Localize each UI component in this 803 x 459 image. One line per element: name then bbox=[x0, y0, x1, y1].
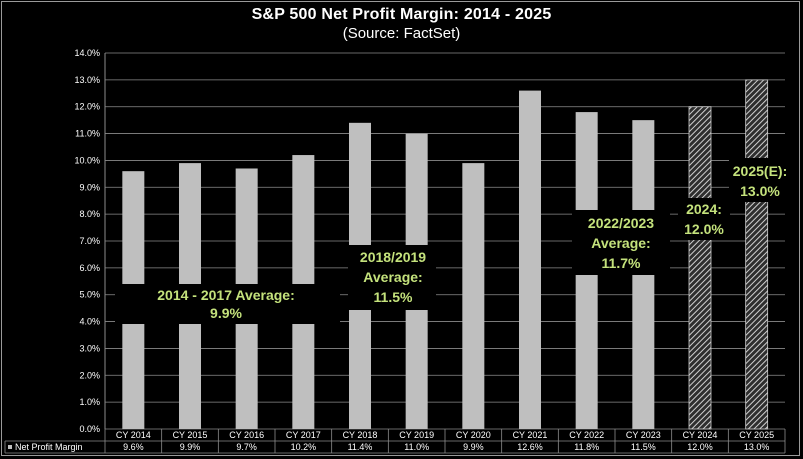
y-tick-label: 12.0% bbox=[74, 102, 100, 112]
table-value: 11.4% bbox=[348, 442, 373, 452]
annotation-2018-2019-line2: Average: bbox=[363, 269, 422, 285]
annotation-backgrounds bbox=[115, 158, 791, 324]
x-tick-label: CY 2022 bbox=[569, 430, 604, 440]
table-value: 11.0% bbox=[404, 442, 429, 452]
legend-key-icon bbox=[8, 445, 12, 449]
annotation-bg-4 bbox=[678, 198, 730, 240]
y-tick-label: 9.0% bbox=[79, 182, 100, 192]
y-tick-label: 0.0% bbox=[79, 424, 100, 434]
y-tick-label: 3.0% bbox=[79, 343, 100, 353]
annotation-bg-5 bbox=[729, 158, 791, 202]
table-value: 11.5% bbox=[631, 442, 656, 452]
gridlines bbox=[105, 52, 785, 430]
chart-subtitle: (Source: FactSet) bbox=[342, 25, 461, 42]
annotation-2022-2023-line1: 2022/2023 bbox=[588, 215, 654, 231]
annotation-2024-line2: 12.0% bbox=[684, 221, 724, 237]
y-tick-label: 11.0% bbox=[75, 129, 100, 139]
x-tick-label: CY 2020 bbox=[456, 430, 491, 440]
x-tick-label: CY 2016 bbox=[229, 430, 264, 440]
bar-cy-2020 bbox=[462, 163, 485, 429]
annotation-bg-1 bbox=[115, 284, 340, 324]
y-tick-label: 8.0% bbox=[79, 209, 100, 219]
annotations: 2014 - 2017 Average: 9.9% 2018/2019 Aver… bbox=[157, 163, 787, 321]
table-value: 13.0% bbox=[744, 442, 770, 452]
annotation-2024-line1: 2024: bbox=[686, 201, 722, 217]
annotation-2014-2017-line2: 9.9% bbox=[210, 305, 242, 321]
x-tick-label: CY 2025 bbox=[739, 430, 774, 440]
annotation-bg-2 bbox=[348, 245, 436, 310]
y-axis: 0.0% 1.0% 2.0% 3.0% 4.0% 5.0% 6.0% 7.0% 8.0% 9.0%… bbox=[74, 48, 106, 434]
x-tick-label: CY 2019 bbox=[399, 430, 434, 440]
bar-cy-2021 bbox=[519, 90, 541, 429]
series-label: Net Profit Margin bbox=[15, 442, 83, 452]
annotation-2025-line2: 13.0% bbox=[740, 183, 780, 199]
x-tick-label: CY 2014 bbox=[116, 430, 151, 440]
y-tick-label: 2.0% bbox=[79, 370, 100, 380]
annotation-2014-2017-line1: 2014 - 2017 Average: bbox=[157, 287, 295, 303]
table-value: 12.0% bbox=[687, 442, 713, 452]
x-tick-label: CY 2015 bbox=[173, 430, 208, 440]
annotation-2018-2019-line1: 2018/2019 bbox=[360, 249, 426, 265]
table-value: 11.8% bbox=[574, 442, 599, 452]
table-value: 12.6% bbox=[517, 442, 543, 452]
x-tick-label: CY 2017 bbox=[286, 430, 321, 440]
chart-title: S&P 500 Net Profit Margin: 2014 - 2025 bbox=[251, 6, 552, 23]
x-tick-label: CY 2023 bbox=[626, 430, 661, 440]
table-value: 9.6% bbox=[123, 442, 144, 452]
x-tick-label: CY 2024 bbox=[683, 430, 718, 440]
annotation-2018-2019-line3: 11.5% bbox=[374, 289, 413, 305]
y-tick-label: 13.0% bbox=[74, 75, 100, 85]
data-table: Net Profit Margin CY 2014 9.6% CY 2015 9.9% C… bbox=[4, 429, 786, 454]
y-tick-label: 7.0% bbox=[79, 236, 100, 246]
y-tick-label: 14.0% bbox=[74, 48, 100, 58]
annotation-bg-3 bbox=[572, 210, 670, 275]
y-tick-label: 6.0% bbox=[79, 263, 100, 273]
table-value: 9.9% bbox=[463, 442, 484, 452]
annotation-2022-2023-line3: 11.7% bbox=[602, 255, 641, 271]
y-tick-label: 10.0% bbox=[74, 155, 100, 165]
table-value: 10.2% bbox=[291, 442, 317, 452]
table-value: 9.7% bbox=[236, 442, 257, 452]
x-tick-label: CY 2021 bbox=[513, 430, 548, 440]
y-tick-label: 4.0% bbox=[79, 317, 100, 327]
annotation-2022-2023-line2: Average: bbox=[591, 235, 650, 251]
annotation-2025-line1: 2025(E): bbox=[733, 163, 787, 179]
table-value: 9.9% bbox=[180, 442, 201, 452]
bars bbox=[122, 79, 769, 430]
bar-cy-2024 bbox=[688, 106, 712, 430]
y-tick-label: 1.0% bbox=[79, 397, 100, 407]
y-tick-label: 5.0% bbox=[79, 290, 100, 300]
bar-cy-2025 bbox=[745, 79, 769, 430]
x-tick-label: CY 2018 bbox=[343, 430, 378, 440]
